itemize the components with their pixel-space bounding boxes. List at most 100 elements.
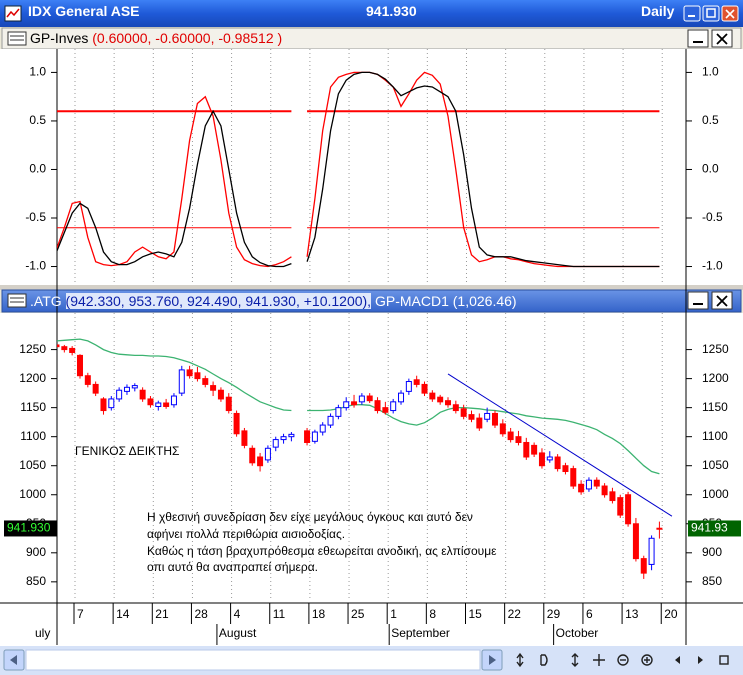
candle-body	[257, 456, 264, 467]
window-buttons	[683, 5, 739, 22]
candle-body	[178, 369, 185, 394]
price-tag-label: 941.93	[691, 521, 728, 535]
candle-body	[202, 378, 209, 385]
candle-body	[84, 375, 91, 385]
candle-body	[108, 398, 115, 409]
indicator-readout: (1,026.46)	[452, 293, 517, 309]
candle-body	[366, 395, 373, 402]
y-tick-label: 1000	[702, 487, 729, 501]
candle-body	[358, 395, 365, 403]
candle-body	[601, 485, 608, 496]
candle-body	[405, 381, 412, 392]
candle-body	[272, 439, 279, 448]
pane-icon-glyph	[10, 297, 24, 303]
candle-body	[233, 412, 240, 435]
price-tag	[4, 520, 57, 537]
pane-minimize[interactable]	[687, 29, 709, 48]
y-tick-label: 1.0	[29, 65, 46, 79]
tool-end[interactable]	[719, 655, 729, 665]
tool-icons	[516, 652, 653, 668]
candle-body	[546, 456, 553, 461]
tool-pan[interactable]	[593, 654, 605, 666]
candle-body	[460, 408, 467, 417]
window-title: IDX General ASE	[28, 3, 140, 19]
x-tick-label: 7	[77, 607, 84, 621]
note-line: Καθώς η τάση βραχυπρόθεσμα εθεωρείται αν…	[147, 544, 497, 558]
tool-zoom-in[interactable]	[641, 654, 653, 666]
moving-average	[307, 404, 660, 475]
indicator-values: (0.60000, -0.60000, -0.98512 )	[92, 30, 283, 46]
pane-close-glyph	[716, 295, 728, 307]
y-tick-label: 1050	[702, 458, 729, 472]
x-tick-label: 20	[664, 607, 678, 621]
bottom-plot	[57, 313, 673, 601]
symbol-values: (942.330, 953.760, 924.490, 941.930, +10…	[65, 293, 372, 309]
candle-body	[640, 558, 647, 574]
candle-body	[217, 389, 224, 400]
tool-prev[interactable]	[675, 656, 680, 664]
x-tick-label: 29	[547, 607, 561, 621]
y-tick-label: 1.0	[702, 65, 719, 79]
pane-icon-glyph	[10, 35, 24, 41]
candle-body	[147, 398, 154, 406]
price-tag-label: 941.930	[7, 521, 51, 535]
trendline	[447, 373, 673, 517]
y-tick-label: -0.5	[702, 210, 723, 224]
x-tick-label: 11	[273, 607, 286, 621]
y-tick-label: 0.0	[702, 162, 719, 176]
candle-body	[335, 407, 342, 417]
x-tick-label: 4	[234, 607, 241, 621]
close-glyph	[725, 9, 735, 19]
candle-body	[186, 369, 193, 377]
y-tick-label: 1100	[702, 429, 728, 443]
candle-body	[656, 527, 663, 530]
minimize-glyph	[688, 15, 695, 17]
tool-zoom-y[interactable]	[516, 652, 524, 668]
scroll-right-glyph	[489, 655, 496, 665]
maximize-glyph	[706, 8, 716, 18]
y-tick-label: 1150	[702, 400, 728, 414]
candle-body	[249, 447, 256, 464]
candle-body	[445, 400, 451, 406]
y-tick-label: 1200	[19, 371, 46, 385]
indicator-name: GP-Inves	[30, 30, 89, 46]
month-label: September	[391, 626, 450, 640]
x-tick-label: 22	[508, 607, 522, 621]
y-tick-label: 850	[702, 574, 722, 588]
candle-body	[304, 430, 311, 443]
pane-title: .ATG (942.330, 953.760, 924.490, 941.930…	[30, 291, 517, 311]
candle-body	[562, 465, 569, 473]
candle-body	[139, 389, 146, 400]
candle-body	[413, 379, 420, 385]
x-axis-band	[0, 601, 743, 646]
scroll-track[interactable]	[25, 649, 481, 671]
tool-scale[interactable]	[571, 653, 579, 667]
scroll-left-glyph	[10, 655, 17, 665]
candle-body	[163, 402, 170, 407]
pane-icon	[7, 293, 27, 308]
title-bar	[0, 0, 743, 27]
x-tick-label: 1	[390, 607, 397, 621]
pane-top	[0, 49, 743, 285]
y-tick-label: 1100	[20, 429, 46, 443]
candle-body	[507, 431, 514, 441]
tool-date[interactable]	[540, 654, 548, 666]
pane-minimize[interactable]	[687, 291, 709, 310]
minimize-button[interactable]	[683, 5, 701, 22]
candle-body	[225, 396, 232, 412]
x-tick-label: 14	[116, 607, 130, 621]
y-tick-label: 1000	[19, 487, 46, 501]
candle-body	[351, 401, 358, 406]
candle-body	[280, 436, 287, 441]
oscillator-line	[57, 109, 292, 268]
y-tick-label: 1250	[19, 342, 46, 356]
candle-body	[100, 398, 107, 412]
tool-next[interactable]	[698, 656, 703, 664]
candle-body	[484, 412, 491, 420]
tool-zoom-out[interactable]	[617, 654, 629, 666]
note-line: Η χθεσινή συνεδρίαση δεν είχε μεγάλους ό…	[147, 510, 473, 524]
window-last: 941.930	[366, 3, 417, 19]
candle-body	[155, 402, 162, 407]
y-tick-label: 900	[26, 545, 46, 559]
candle-body	[116, 389, 123, 400]
